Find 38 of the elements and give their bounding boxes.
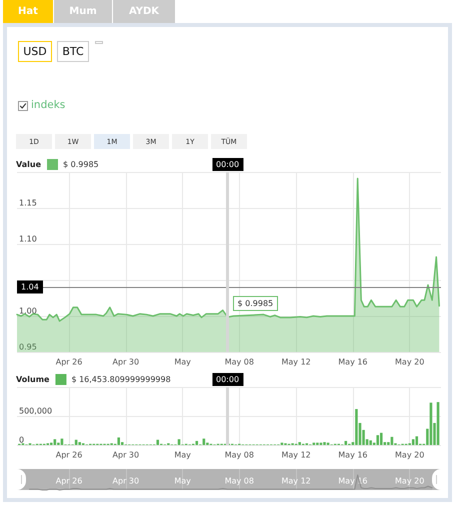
x-tick-label: Apr 26 (56, 476, 82, 486)
chart-title: Value (16, 160, 42, 169)
x-tick-label: May 12 (281, 476, 311, 486)
x-tick-label: Apr 30 (112, 450, 140, 460)
chart-title: Volume (16, 375, 50, 384)
ref-line-label: 00:00 (212, 373, 244, 386)
x-tick-label: May (174, 358, 192, 366)
x-tick-label: May 16 (338, 450, 368, 460)
ref-line-label: 00:00 (212, 158, 244, 171)
x-tick-label: May 08 (224, 450, 254, 460)
x-tick-label: May 12 (281, 358, 311, 366)
legend-label: $ 16,453.809999999998 (71, 375, 171, 384)
x-tick-label: May 08 (224, 358, 254, 366)
y-tick-label: 0.95 (19, 342, 37, 352)
x-tick-label: Apr 26 (56, 358, 82, 366)
text: indeks (31, 99, 66, 111)
text: USD (18, 41, 52, 62)
x-tick-label: Apr 30 (112, 358, 140, 366)
x-tick-label: Apr 26 (56, 450, 82, 460)
y-tick-label: 1.15 (19, 198, 37, 208)
x-tick-label: May 20 (395, 476, 424, 486)
x-tick-label: May 20 (395, 450, 424, 460)
x-tick-label: May 08 (224, 476, 254, 486)
x-tick-label: May 12 (281, 450, 311, 460)
legend-label: $ 0.9985 (63, 160, 99, 169)
x-tick-label: Apr 30 (112, 476, 140, 486)
y-tick-label: 500,000 (19, 406, 52, 416)
x-tick-label: May (174, 450, 192, 460)
y-tick-label: 1.00 (19, 306, 37, 316)
y-tick-label: 1.10 (19, 234, 37, 244)
annotation: $ 0.9985 (232, 296, 278, 312)
x-tick-label: May (174, 476, 192, 486)
ref-line-label: 1.04 (17, 280, 43, 294)
x-tick-label: May 20 (395, 358, 424, 366)
text: Hat (3, 0, 53, 23)
text: BTC (57, 41, 89, 62)
x-tick-label: May 16 (338, 358, 368, 366)
y-tick-label: 0 (19, 436, 24, 444)
